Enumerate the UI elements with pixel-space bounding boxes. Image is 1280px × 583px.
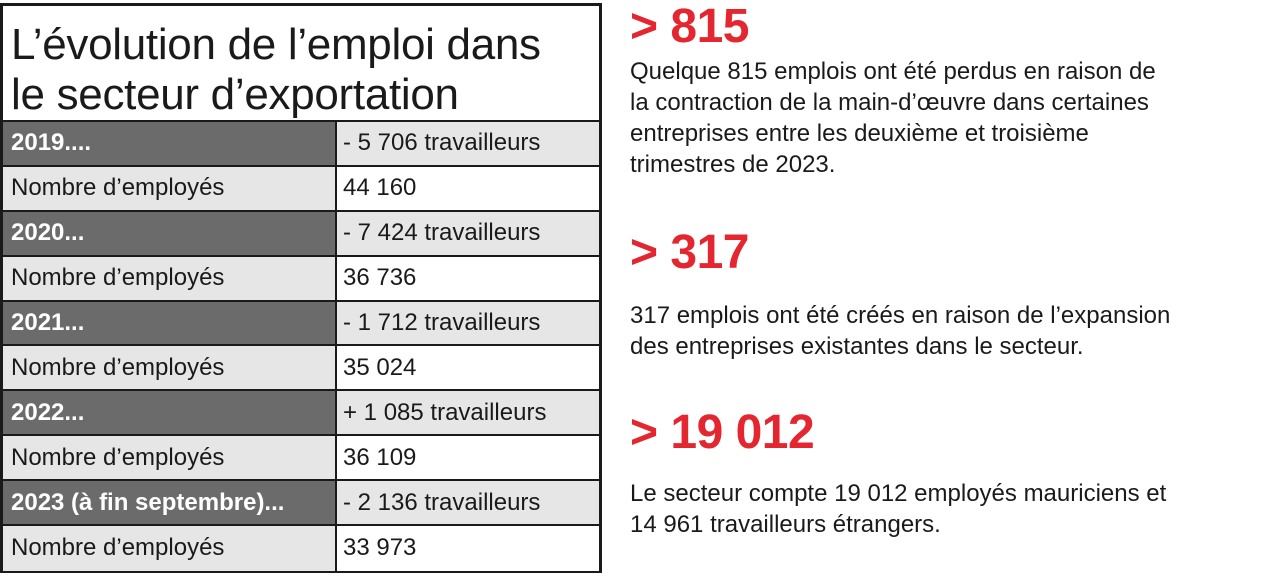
row-label: 2019.... [3, 122, 337, 165]
row-label: Nombre d’employés [3, 166, 337, 210]
table-row-year-2022: 2022... + 1 085 travailleurs [3, 391, 599, 437]
stat-number: > 815 [630, 0, 749, 53]
stat-description: Le secteur compte 19 012 employés mauric… [630, 478, 1166, 540]
row-value: 36 109 [337, 436, 599, 480]
table-row-year-2019: 2019.... - 5 706 travailleurs [3, 122, 599, 167]
table-row-employees-2019: Nombre d’employés 44 160 [3, 166, 599, 212]
row-value: + 1 085 travailleurs [337, 391, 599, 435]
stat-text-line: entreprises entre les deuxième et troisi… [630, 120, 1089, 147]
table-row-year-2023: 2023 (à fin septembre)... - 2 136 travai… [3, 481, 599, 527]
row-label: 2023 (à fin septembre)... [3, 481, 337, 525]
table-title-line-1: L’évolution de l’emploi dans [11, 20, 541, 69]
stat-block-jobs-lost: > 815 Quelque 815 emplois ont été perdus… [630, 2, 1156, 180]
stat-text-line: Quelque 815 emplois ont été perdus en ra… [630, 58, 1156, 85]
row-value: 35 024 [337, 346, 599, 390]
table-row-employees-2022: Nombre d’employés 36 109 [3, 436, 599, 482]
row-label: 2021... [3, 301, 337, 345]
stat-description: 317 emplois ont été créés en raison de l… [630, 300, 1170, 362]
row-value: - 2 136 travailleurs [337, 481, 599, 525]
stat-text-line: des entreprises existantes dans le secte… [630, 333, 1084, 360]
stat-text-line: la contraction de la main-d’œuvre dans c… [630, 89, 1149, 116]
row-label: Nombre d’employés [3, 346, 337, 390]
row-label: 2020... [3, 211, 337, 255]
table-title: L’évolution de l’emploi dans le secteur … [3, 6, 599, 122]
table-row-employees-2023: Nombre d’employés 33 973 [3, 526, 599, 571]
row-label: 2022... [3, 391, 337, 435]
stat-number: > 19 012 [630, 406, 815, 459]
row-value: - 7 424 travailleurs [337, 211, 599, 255]
row-value: 36 736 [337, 256, 599, 300]
table-row-year-2020: 2020... - 7 424 travailleurs [3, 211, 599, 257]
stat-block-workforce: > 19 012 Le secteur compte 19 012 employ… [630, 408, 1166, 540]
row-value: 33 973 [337, 526, 599, 571]
stat-text-line: Le secteur compte 19 012 employés mauric… [630, 480, 1167, 507]
row-label: Nombre d’employés [3, 436, 337, 480]
stat-text-line: 14 961 travailleurs étrangers. [630, 511, 941, 538]
stat-text-line: 317 emplois ont été créés en raison de l… [630, 302, 1171, 329]
table-title-line-2: le secteur d’exportation [11, 70, 459, 119]
stat-text-line: trimestres de 2023. [630, 151, 836, 178]
table-row-year-2021: 2021... - 1 712 travailleurs [3, 301, 599, 347]
stat-block-jobs-created: > 317 317 emplois ont été créés en raiso… [630, 228, 1170, 362]
row-value: 44 160 [337, 166, 599, 210]
stat-number: > 317 [630, 226, 749, 279]
employment-table: L’évolution de l’emploi dans le secteur … [0, 3, 602, 573]
row-label: Nombre d’employés [3, 256, 337, 300]
table-row-employees-2020: Nombre d’employés 36 736 [3, 256, 599, 302]
row-value: - 5 706 travailleurs [337, 122, 599, 165]
row-value: - 1 712 travailleurs [337, 301, 599, 345]
stat-description: Quelque 815 emplois ont été perdus en ra… [630, 56, 1156, 180]
row-label: Nombre d’employés [3, 526, 337, 571]
table-row-employees-2021: Nombre d’employés 35 024 [3, 346, 599, 392]
